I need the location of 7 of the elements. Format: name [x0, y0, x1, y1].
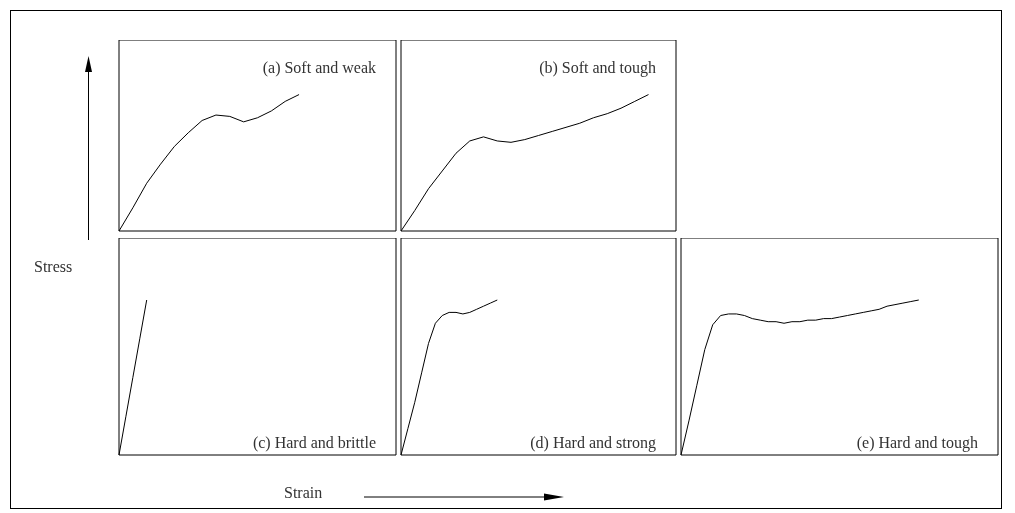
chart-title: (a) Soft and weak	[262, 58, 377, 77]
x-axis-title: Strain	[284, 484, 323, 502]
text: (e) Hard and tough	[856, 433, 979, 452]
y-axis-title: Stress	[34, 258, 73, 276]
text: (c) Hard and brittle	[252, 433, 377, 452]
chart-title: (b) Soft and tough	[539, 58, 656, 77]
text: (d) Hard and strong	[530, 433, 657, 452]
